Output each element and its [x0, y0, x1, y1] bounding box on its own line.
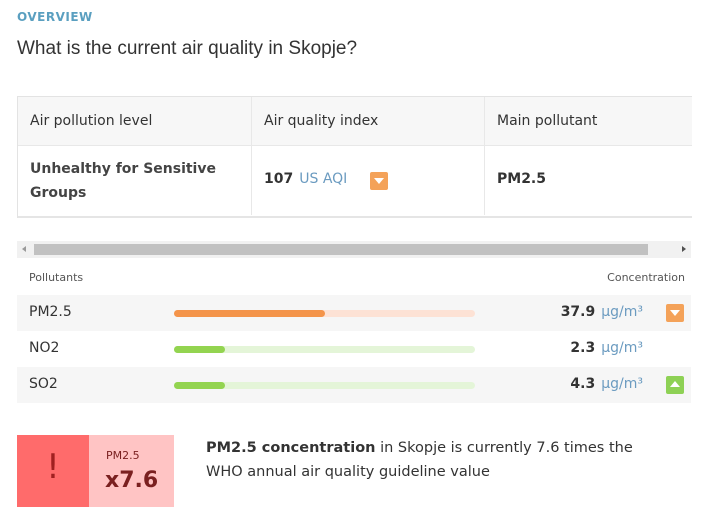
concentration-number: 37.9	[560, 304, 596, 320]
pollutant-row: SO2 4.3 µg/m³	[17, 367, 691, 403]
concentration-number: 4.3	[570, 376, 596, 392]
concentration-bar-fill	[174, 382, 226, 389]
pollutant-name: NO2	[29, 340, 60, 356]
alert-text-rest: in Skopje is currently 7.6 times the WHO…	[206, 440, 633, 480]
alert-value-box: PM2.5 x7.6	[89, 435, 174, 507]
trend-up-icon	[666, 376, 684, 394]
table-header-row: Air pollution level Air quality index Ma…	[18, 97, 692, 146]
air-quality-summary-table: Air pollution level Air quality index Ma…	[17, 96, 692, 218]
pollution-level-value: Unhealthy for Sensitive Groups	[30, 161, 216, 201]
column-divider	[484, 97, 485, 215]
concentration-value: 2.3 µg/m³	[570, 340, 643, 356]
concentration-number: 2.3	[570, 340, 596, 356]
aqi-value: 107	[264, 171, 294, 187]
aqi-unit: US AQI	[299, 171, 348, 187]
trend-down-icon	[370, 172, 388, 190]
table-row: Unhealthy for Sensitive Groups 107 US AQI…	[18, 146, 692, 218]
aqi-cell: 107 US AQI	[264, 171, 347, 187]
main-pollutant-value: PM2.5	[497, 171, 546, 187]
alert-pollutant: PM2.5	[106, 449, 140, 462]
concentration-value: 37.9 µg/m³	[561, 304, 643, 320]
concentration-bar	[174, 346, 475, 353]
pollutant-name: SO2	[29, 376, 58, 392]
concentration-bar-fill	[174, 310, 325, 317]
pollutant-name: PM2.5	[29, 304, 72, 320]
trend-down-icon	[666, 304, 684, 322]
scroll-right-icon[interactable]	[682, 246, 686, 252]
concentration-bar	[174, 310, 475, 317]
alert-text-bold: PM2.5 concentration	[206, 440, 376, 456]
header-air-quality-index: Air quality index	[264, 113, 379, 129]
who-guideline-alert: ! PM2.5 x7.6	[17, 435, 174, 507]
header-main-pollutant: Main pollutant	[497, 113, 598, 129]
concentration-header: Concentration	[607, 271, 685, 284]
concentration-unit: µg/m³	[601, 304, 643, 320]
pollutant-row: PM2.5 37.9 µg/m³	[17, 295, 691, 331]
concentration-value: 4.3 µg/m³	[570, 376, 643, 392]
concentration-bar-fill	[174, 346, 226, 353]
exclamation-icon: !	[46, 447, 60, 487]
alert-description: PM2.5 concentration in Skopje is current…	[206, 436, 666, 484]
scrollbar-thumb[interactable]	[34, 244, 648, 255]
section-label: OVERVIEW	[17, 10, 93, 24]
header-pollution-level: Air pollution level	[30, 113, 153, 129]
concentration-unit: µg/m³	[601, 340, 643, 356]
alert-multiplier: x7.6	[105, 468, 159, 493]
scroll-left-icon[interactable]	[22, 246, 26, 252]
horizontal-scrollbar[interactable]	[17, 241, 691, 258]
pollutants-header: Pollutants	[29, 271, 84, 284]
column-divider	[251, 97, 252, 215]
concentration-unit: µg/m³	[601, 376, 643, 392]
alert-icon-box: !	[17, 435, 89, 507]
concentration-bar	[174, 382, 475, 389]
page-title: What is the current air quality in Skopj…	[17, 38, 358, 59]
pollutant-row: NO2 2.3 µg/m³	[17, 331, 691, 367]
